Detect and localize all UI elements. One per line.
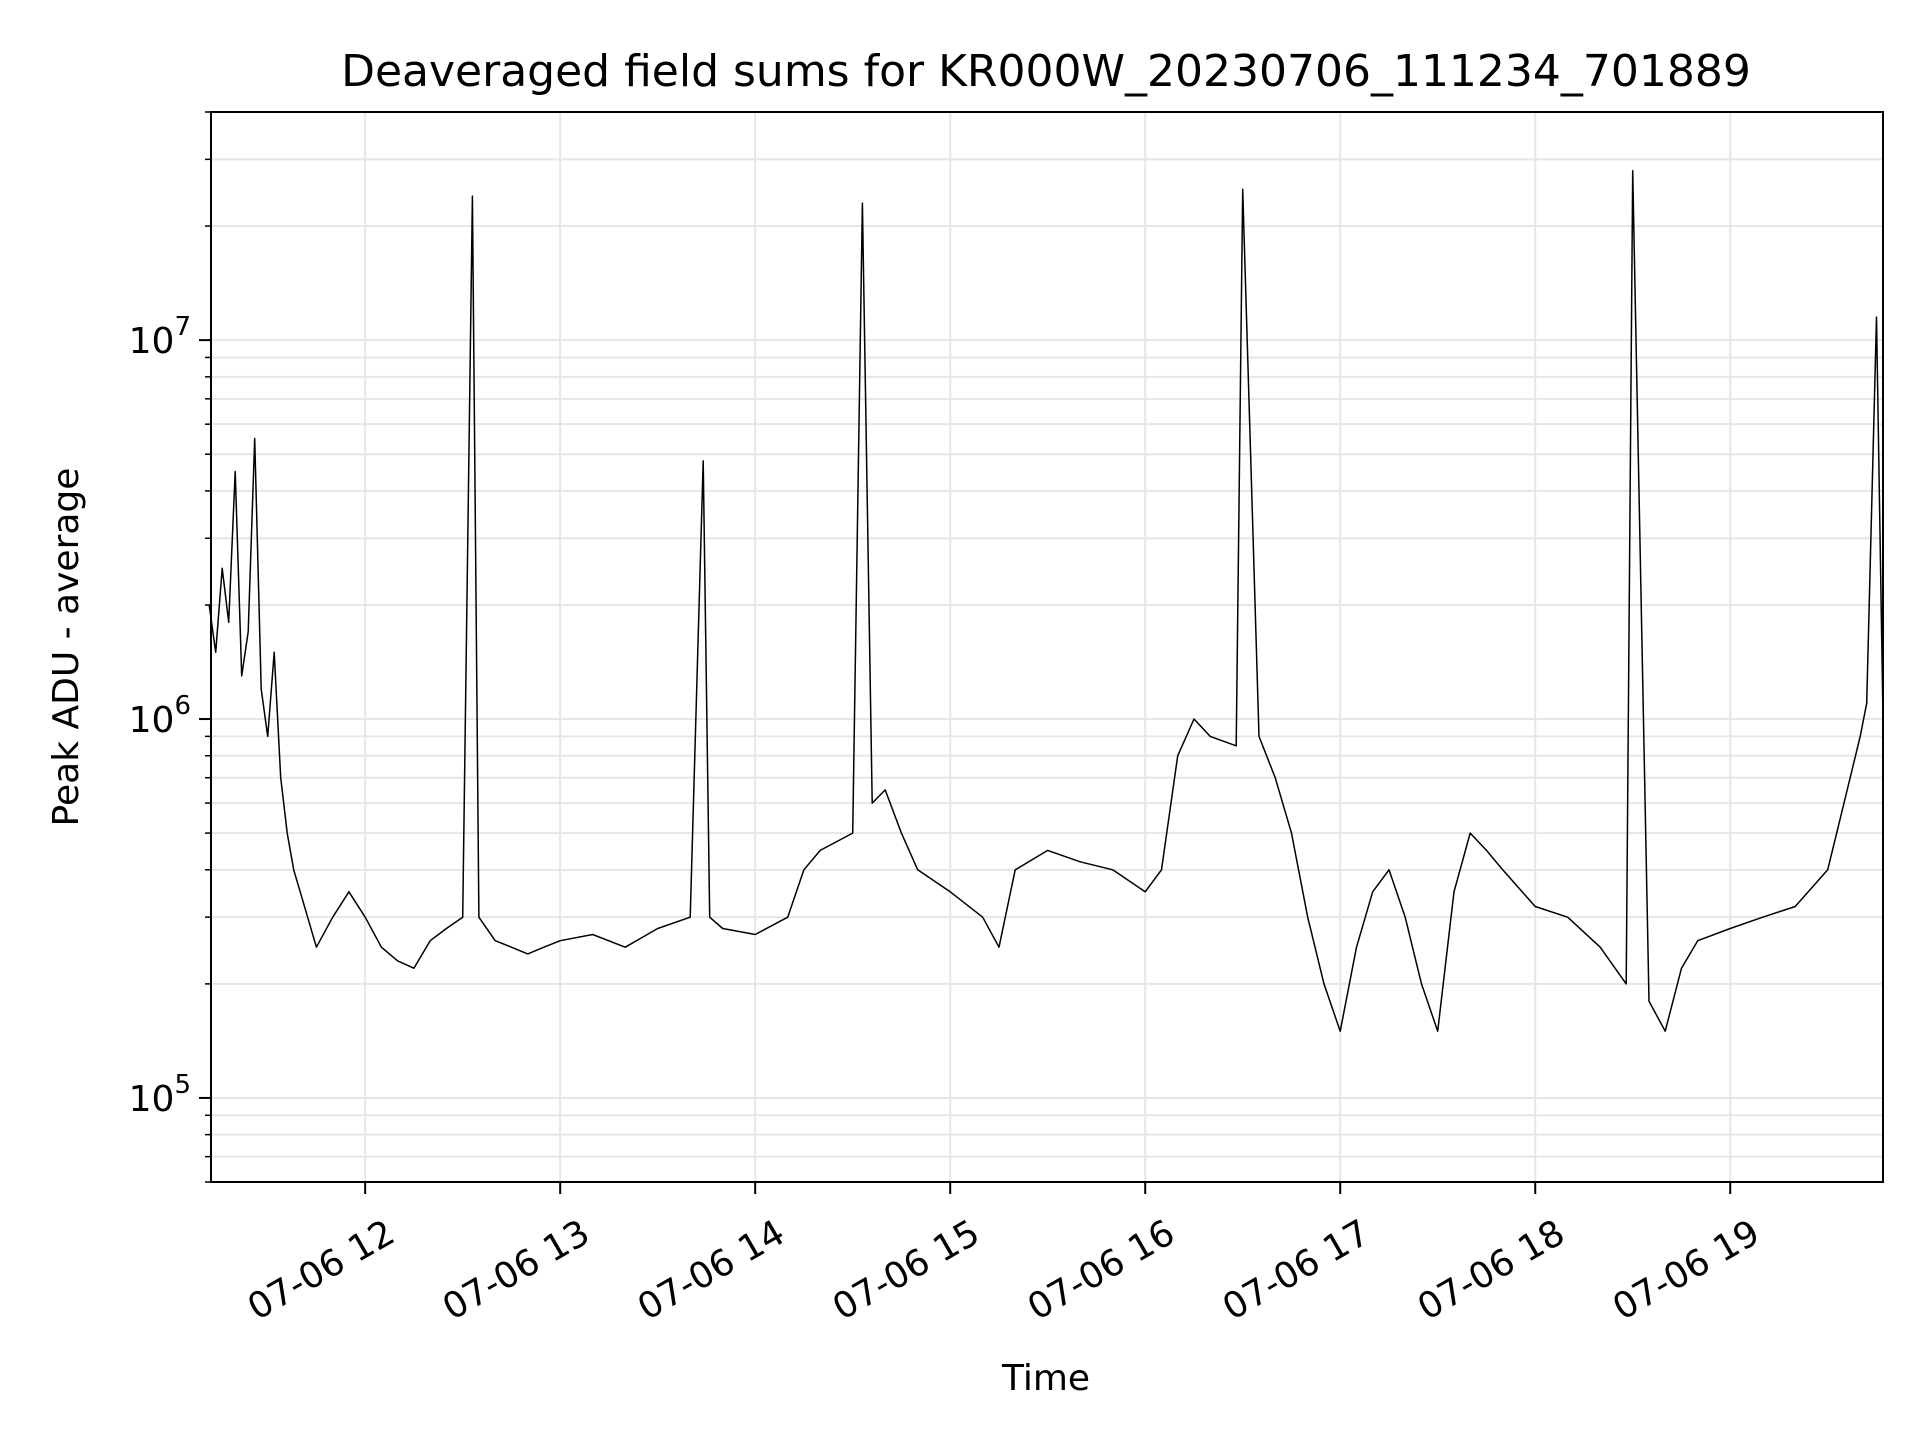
series-line	[208, 169, 1884, 1032]
y-tick-label: 105	[129, 1070, 191, 1120]
grid-lines	[211, 111, 1883, 1183]
x-axis-label: Time	[1001, 1358, 1090, 1399]
y-tick-label: 107	[129, 312, 191, 362]
y-axis: 105 106 107	[129, 111, 211, 1183]
plot-frame	[210, 111, 1884, 1183]
y-axis-label: Peak ADU - average	[46, 468, 87, 827]
y-tick-label: 106	[129, 691, 191, 741]
data-series	[208, 169, 1884, 1032]
chart-title: Deaveraged field sums for KR000W_2023070…	[341, 46, 1751, 97]
